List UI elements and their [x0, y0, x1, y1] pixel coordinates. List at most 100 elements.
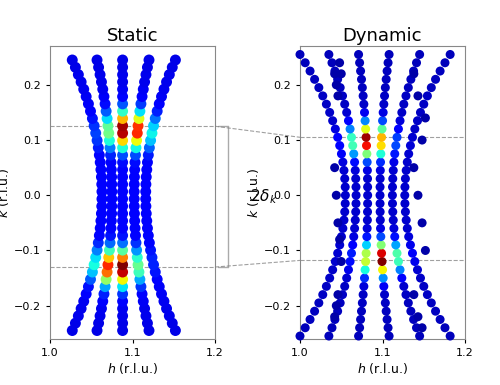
Point	[420, 283, 428, 290]
Point	[97, 167, 105, 173]
Point	[94, 240, 102, 246]
Point	[334, 220, 342, 226]
Point	[118, 181, 126, 187]
Point	[132, 137, 140, 144]
Point	[336, 242, 344, 248]
Point	[99, 298, 107, 305]
Point	[118, 159, 126, 166]
Point	[322, 283, 330, 290]
Point	[410, 164, 418, 171]
Point	[142, 203, 150, 209]
Point	[80, 86, 88, 92]
Point	[144, 64, 152, 70]
Point	[340, 209, 348, 215]
Point	[106, 137, 114, 144]
Point	[77, 79, 85, 85]
Point	[98, 196, 106, 202]
Point	[118, 145, 126, 151]
Point	[352, 192, 360, 198]
Point	[376, 217, 384, 223]
Point	[378, 267, 386, 273]
Point	[342, 275, 350, 281]
Point	[166, 313, 173, 319]
Point	[74, 72, 82, 78]
Title: Static: Static	[107, 27, 158, 45]
Point	[118, 276, 126, 283]
Point	[118, 313, 126, 319]
Point	[411, 126, 419, 132]
Point	[146, 137, 154, 144]
Point	[378, 250, 386, 256]
Point	[144, 320, 152, 326]
Point	[118, 225, 126, 231]
Point	[389, 217, 397, 223]
Point	[385, 52, 393, 58]
Point	[118, 86, 126, 92]
Point	[96, 313, 104, 319]
Point	[362, 134, 370, 141]
Point	[118, 196, 126, 202]
Point	[364, 217, 372, 223]
Point	[363, 234, 371, 240]
Point	[346, 126, 354, 132]
Point	[172, 327, 179, 333]
Point	[424, 291, 432, 298]
Point	[352, 217, 360, 223]
Point	[332, 126, 340, 132]
Point	[72, 64, 80, 70]
Point	[118, 64, 126, 70]
Point	[352, 209, 360, 215]
Point	[94, 320, 102, 326]
Point	[404, 300, 412, 306]
Point	[77, 306, 85, 312]
Point	[359, 291, 367, 298]
Point	[410, 68, 418, 74]
Point	[340, 167, 348, 174]
Point	[379, 275, 387, 281]
Point	[296, 52, 304, 58]
Point	[364, 176, 372, 182]
Point	[336, 85, 344, 91]
Point	[301, 325, 309, 331]
Point	[108, 218, 116, 224]
Point	[118, 130, 126, 136]
Point	[382, 85, 390, 91]
Point	[331, 68, 339, 74]
Point	[325, 52, 333, 58]
Point	[380, 283, 388, 290]
Point	[130, 203, 138, 209]
Point	[142, 189, 150, 195]
Y-axis label: $k$ (r.l.u.): $k$ (r.l.u.)	[0, 167, 11, 218]
Point	[108, 203, 116, 209]
Point	[407, 308, 415, 314]
Point	[408, 250, 416, 256]
Point	[376, 192, 384, 198]
Point	[404, 151, 412, 157]
Point	[134, 254, 141, 261]
Point	[118, 108, 126, 114]
Point	[319, 93, 327, 99]
Point	[103, 269, 111, 275]
Point	[88, 269, 96, 275]
Point	[330, 164, 338, 171]
Point	[376, 159, 384, 165]
Point	[348, 142, 356, 149]
Point	[108, 181, 116, 187]
Point	[106, 247, 114, 253]
Point	[146, 240, 154, 246]
Point	[144, 233, 152, 239]
Point	[118, 167, 126, 173]
Point	[341, 184, 349, 190]
Point	[404, 234, 412, 240]
Point	[338, 151, 345, 157]
Point	[136, 108, 144, 114]
Point	[401, 184, 409, 190]
Point	[356, 68, 364, 74]
Point	[352, 201, 360, 207]
Point	[412, 60, 420, 66]
Point	[414, 93, 422, 99]
Point	[383, 316, 391, 323]
Point	[362, 142, 370, 149]
Point	[132, 152, 140, 158]
Point	[118, 327, 126, 333]
